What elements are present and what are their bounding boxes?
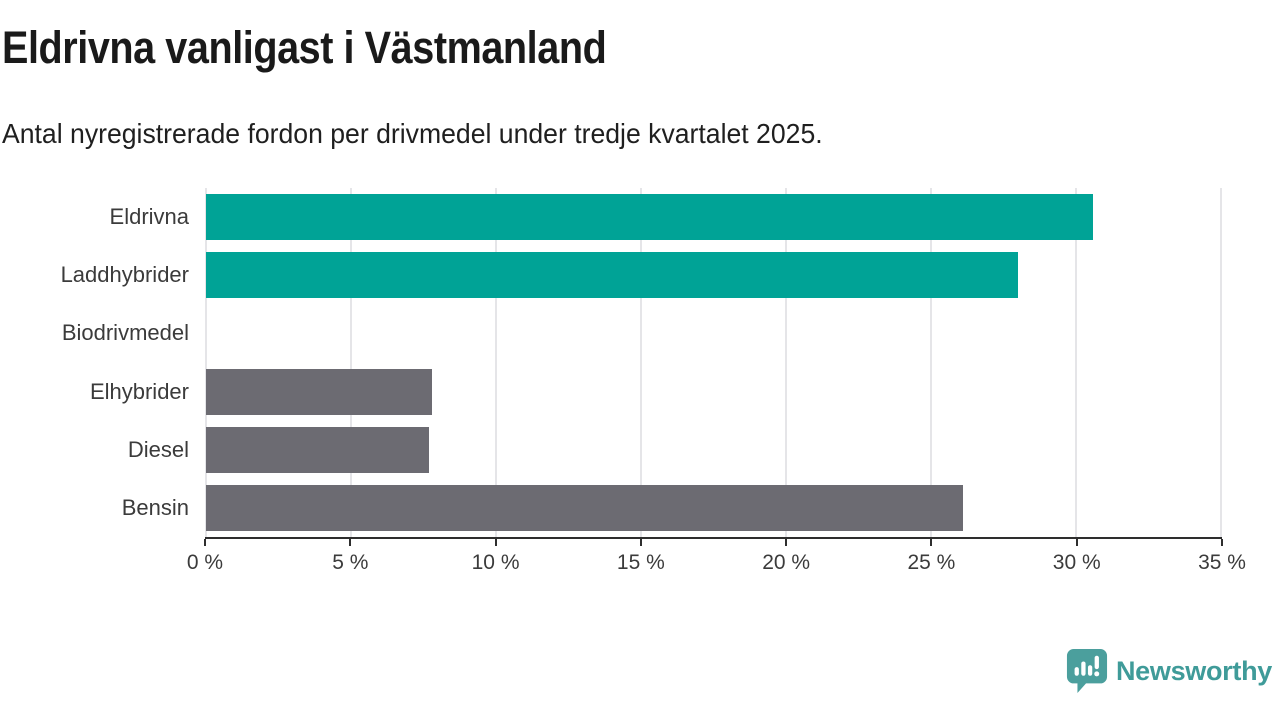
axis-tick: [639, 539, 642, 546]
axis-tick: [204, 539, 206, 546]
bar: [206, 426, 430, 473]
axis-tick-label: 30 %: [1052, 551, 1101, 574]
gridline: [349, 188, 352, 537]
gridline: [784, 188, 787, 537]
x-axis: 0 % 5 % 10 % 15 % 20 % 25 % 30 % 35 %: [187, 537, 1246, 599]
gridline: [1075, 188, 1077, 537]
bar: [206, 252, 1018, 299]
gridlines-layer: [205, 188, 1222, 537]
axis-tick: [494, 539, 497, 546]
axis-tick-label: 20 %: [762, 551, 811, 574]
axis-tick-label: 10 %: [471, 551, 520, 574]
gridline: [930, 188, 932, 537]
gridline: [494, 188, 497, 537]
bar: [206, 368, 433, 415]
bar-row: Diesel: [0, 421, 1280, 479]
newsworthy-logo-text: Newsworthy: [1115, 655, 1272, 686]
bar-track: [206, 368, 1221, 415]
gridline: [640, 188, 642, 537]
axis-tick: [1075, 539, 1078, 546]
bar-row: Eldrivna: [0, 188, 1280, 246]
bar: [206, 194, 1094, 241]
gridline: [1220, 188, 1222, 537]
category-label: Eldrivna: [109, 204, 189, 230]
axis-tick-label: 5 %: [332, 551, 369, 574]
bar-track: [206, 252, 1221, 299]
bar-row: Biodrivmedel: [0, 304, 1280, 362]
newsworthy-branding: Newsworthy: [1066, 648, 1272, 694]
newsworthy-logo-icon: [1066, 648, 1108, 694]
bar: [206, 484, 963, 531]
category-label: Laddhybrider: [60, 262, 189, 288]
bar-row: Laddhybrider: [0, 246, 1280, 304]
axis-tick-label: 15 %: [616, 551, 665, 574]
category-label: Elhybrider: [89, 378, 189, 404]
gridline: [205, 188, 207, 537]
category-label: Diesel: [127, 436, 189, 462]
category-label: Biodrivmedel: [61, 320, 189, 346]
axis-tick-label: 25 %: [907, 551, 956, 574]
bar-track: [206, 194, 1221, 241]
axis-tick: [349, 539, 352, 546]
plot-area: Eldrivna Laddhybrider Biodrivmedel Elhybrid…: [0, 188, 1280, 537]
axis-tick-label: 35 %: [1198, 551, 1246, 574]
axis-tick-label: 0 %: [186, 551, 224, 574]
bar-row: Elhybrider: [0, 363, 1280, 421]
axis-tick: [1221, 539, 1223, 546]
bar-track: [206, 310, 1221, 356]
bar-row: Bensin: [0, 479, 1280, 537]
chart-subtitle: Antal nyregistrerade fordon per drivmede…: [2, 118, 823, 149]
chart-title: Eldrivna vanligast i Västmanland: [2, 22, 607, 73]
bar-rows: Eldrivna Laddhybrider Biodrivmedel Elhybrid…: [0, 188, 1280, 537]
category-label: Bensin: [121, 494, 189, 520]
axis-tick: [930, 539, 933, 546]
axis-tick: [785, 539, 788, 546]
bar-chart: Eldrivna Laddhybrider Biodrivmedel Elhybrid…: [0, 188, 1280, 599]
bar-track: [206, 484, 1221, 531]
bar-track: [206, 426, 1221, 473]
